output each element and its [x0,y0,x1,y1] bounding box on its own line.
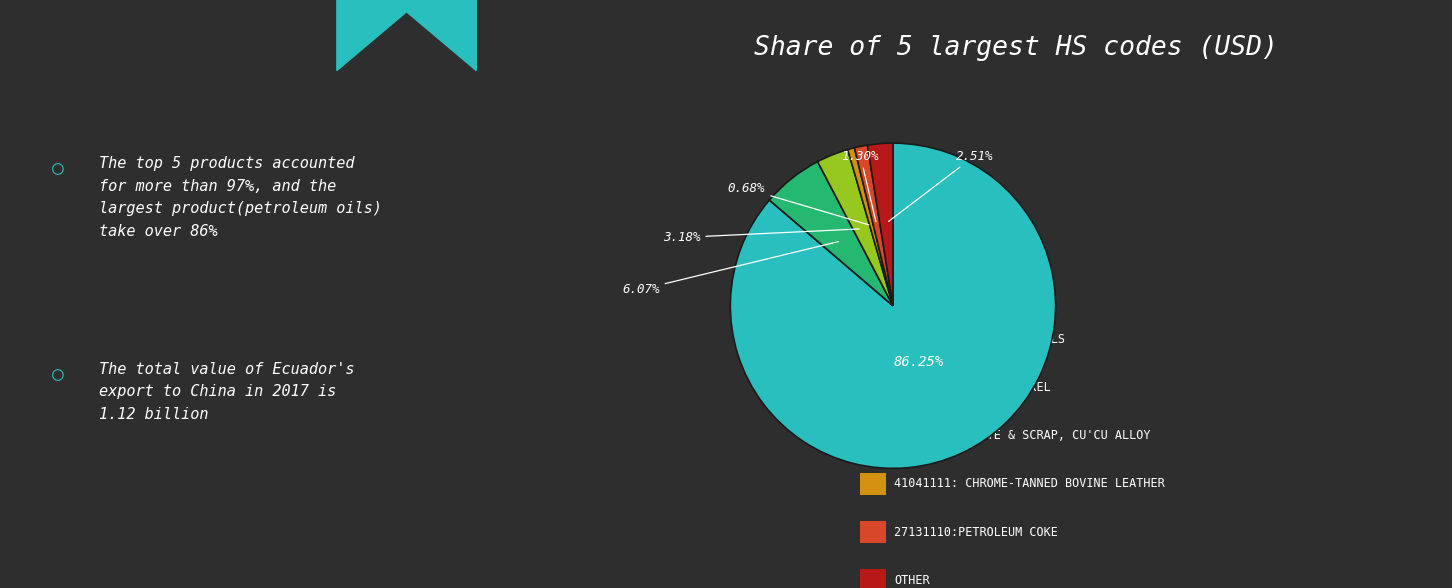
Bar [860,569,886,588]
Text: 27131110:PETROLEUM COKE: 27131110:PETROLEUM COKE [894,526,1059,539]
Text: 27090000: PETROLEUM OILS: 27090000: PETROLEUM OILS [894,333,1066,346]
Wedge shape [854,145,893,306]
Bar [860,521,886,543]
Text: 86.25%: 86.25% [894,355,944,369]
Text: 6.07%: 6.07% [621,242,839,296]
Text: OTHER: OTHER [894,574,931,587]
Text: Share of 5 largest HS codes (USD): Share of 5 largest HS codes (USD) [755,35,1278,61]
Wedge shape [730,143,1056,469]
Text: 3.18%: 3.18% [662,229,860,244]
Text: 72026000: FERRO-NICKEL: 72026000: FERRO-NICKEL [894,381,1051,394]
Bar [860,425,886,447]
Wedge shape [817,149,893,306]
Polygon shape [337,0,476,71]
Wedge shape [848,148,893,306]
Text: The top 5 products accounted
for more than 97%, and the
largest product(petroleu: The top 5 products accounted for more th… [99,156,382,239]
Text: 2.51%: 2.51% [889,149,993,222]
Text: 1.30%: 1.30% [842,149,880,222]
Text: ○: ○ [52,365,64,383]
Text: 0.68%: 0.68% [727,182,868,225]
Wedge shape [770,162,893,306]
Text: 41041111: CHROME-TANNED BOVINE LEATHER: 41041111: CHROME-TANNED BOVINE LEATHER [894,477,1165,490]
Wedge shape [867,143,893,306]
Text: 74040000: WASTE & SCRAP, CU'CU ALLOY: 74040000: WASTE & SCRAP, CU'CU ALLOY [894,429,1151,442]
Text: ○: ○ [52,159,64,178]
Bar [860,328,886,350]
Text: The total value of Ecuador's
export to China in 2017 is
1.12 billion: The total value of Ecuador's export to C… [99,362,354,422]
Bar [860,376,886,399]
Bar [860,473,886,495]
